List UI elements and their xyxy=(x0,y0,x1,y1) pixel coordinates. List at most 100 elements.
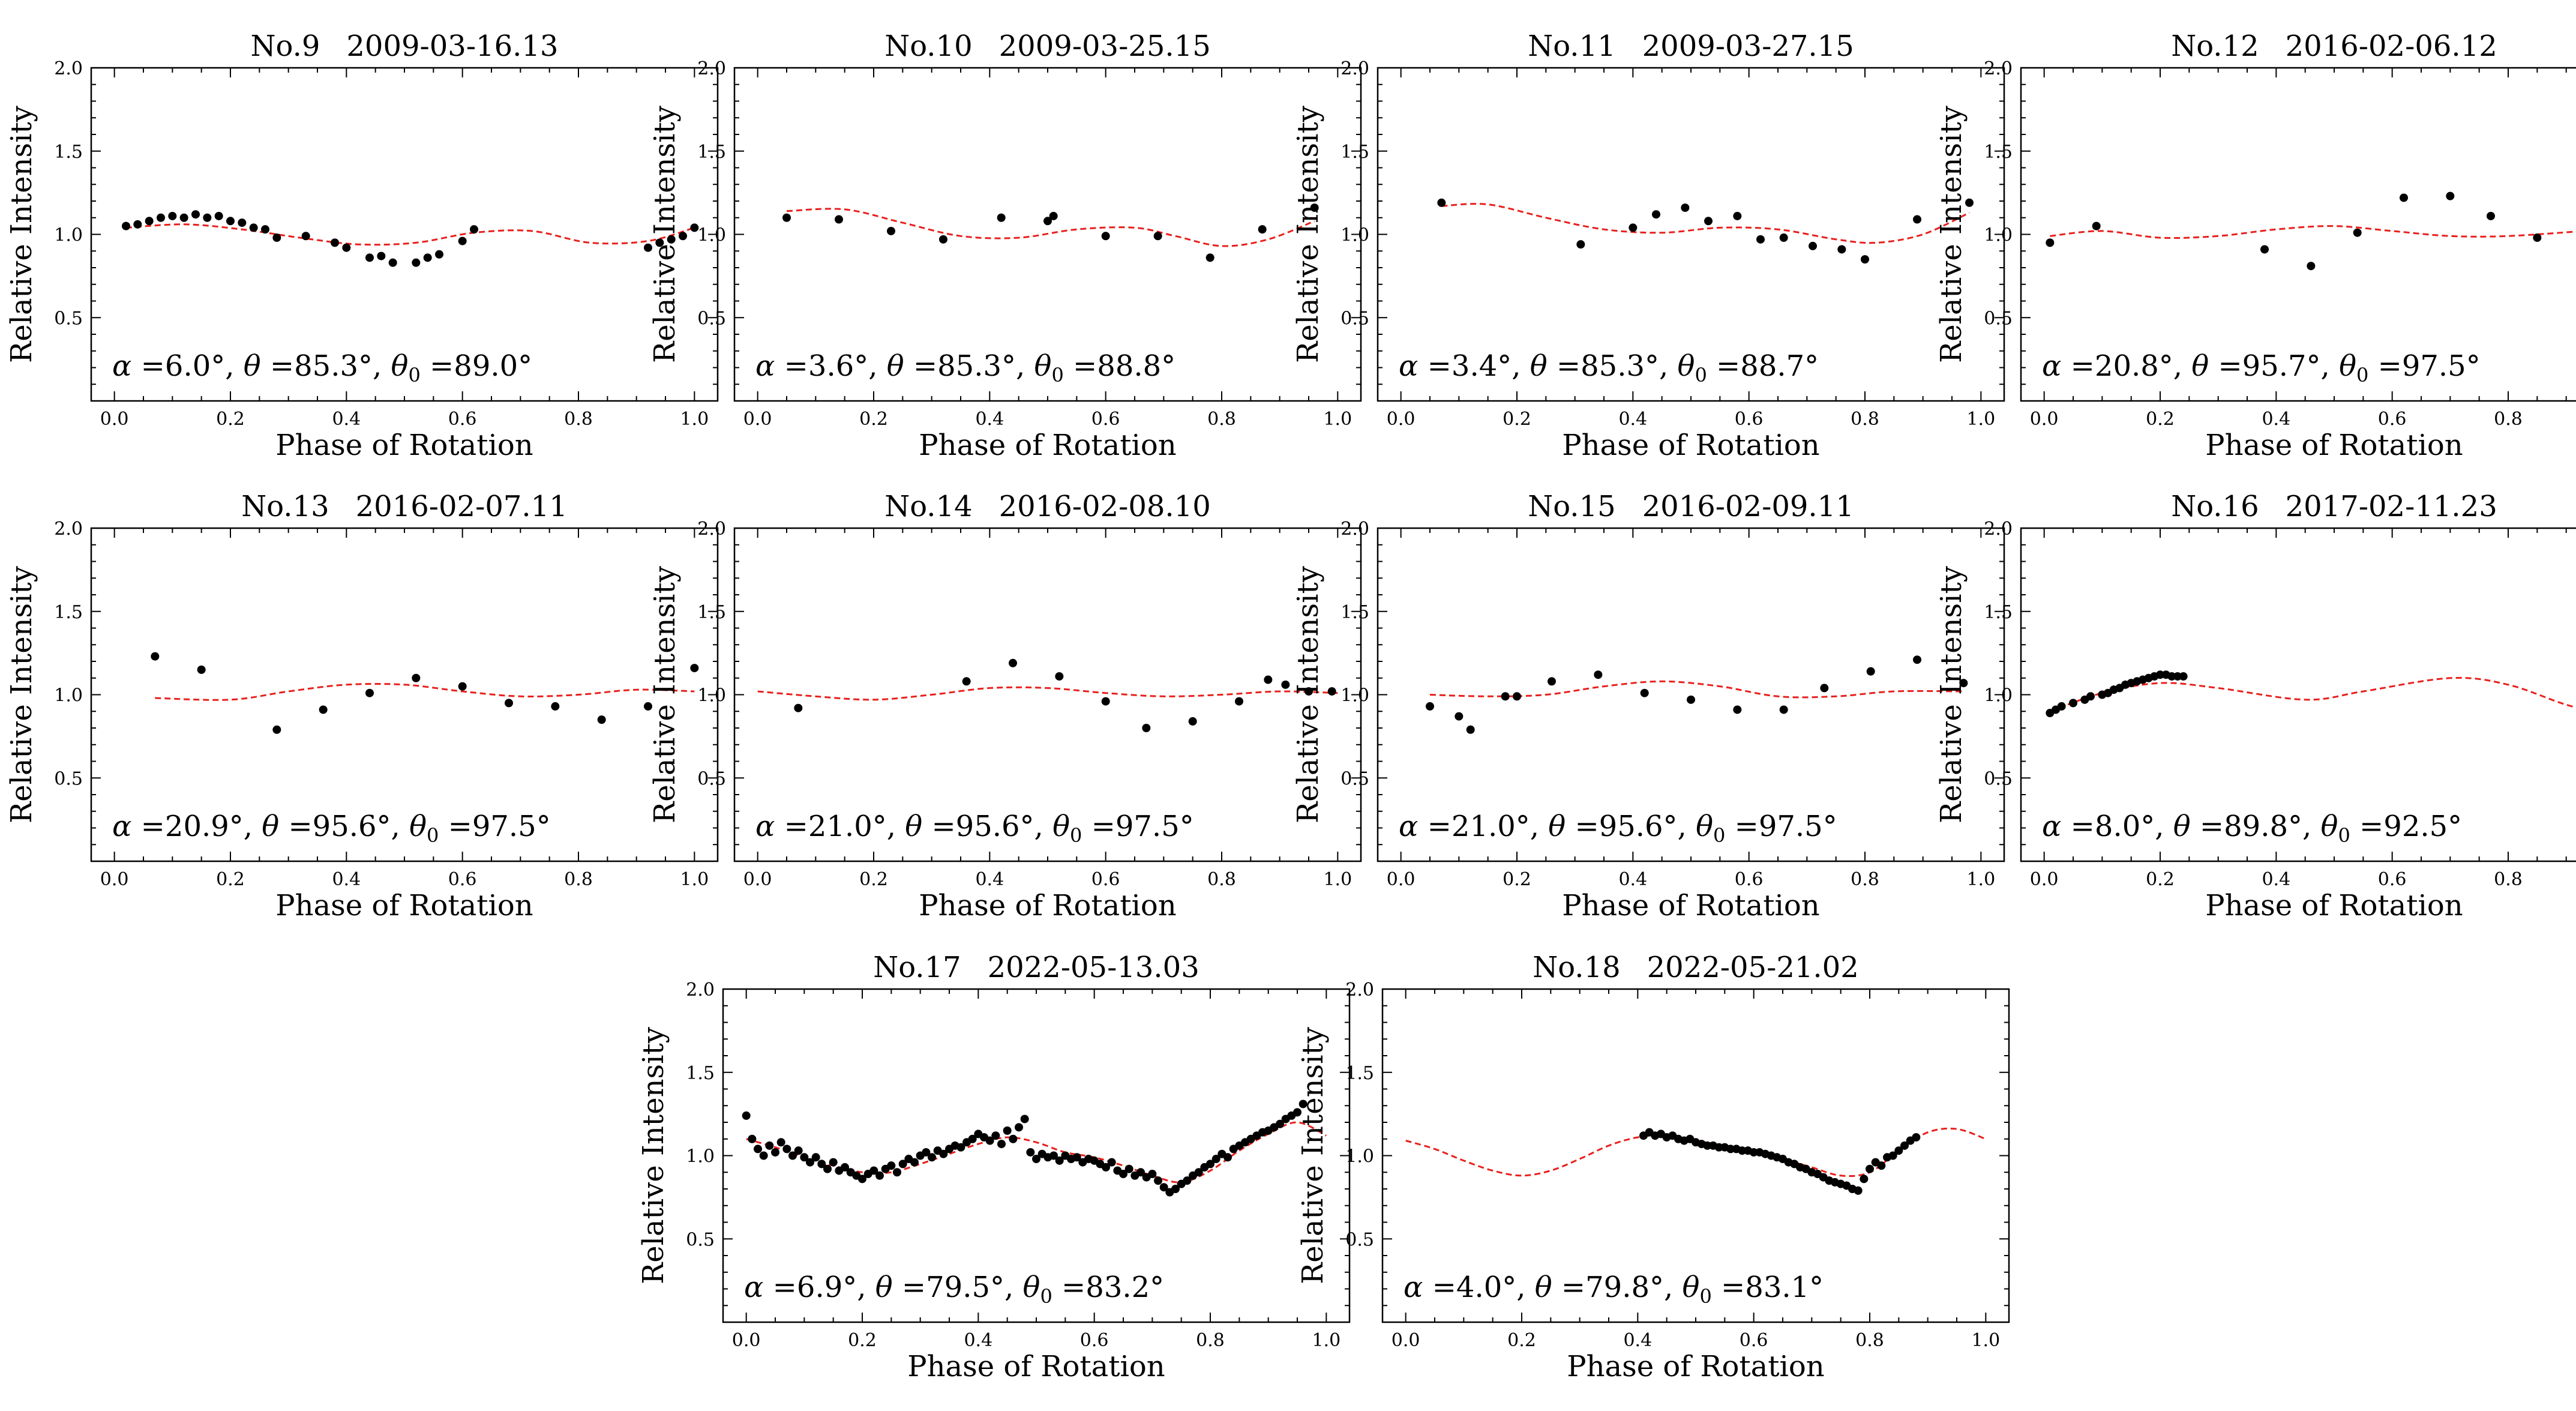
alpha-symbol: α xyxy=(755,810,775,843)
chart-title: No.12 2016-02-06.12 xyxy=(2171,29,2497,63)
data-point xyxy=(1912,1133,1921,1142)
y-tick-label: 1.5 xyxy=(697,602,726,623)
theta-symbol: θ xyxy=(875,1271,893,1304)
data-point xyxy=(2046,238,2055,247)
data-point xyxy=(759,1151,768,1160)
data-point xyxy=(1299,1100,1308,1109)
data-point xyxy=(1426,702,1434,711)
y-tick-label: 1.0 xyxy=(1984,685,2013,706)
chart-title-number: No.13 xyxy=(241,490,329,523)
data-point xyxy=(1235,697,1243,706)
theta0-subscript: 0 xyxy=(2356,364,2368,387)
theta0-symbol: θ xyxy=(1052,810,1070,843)
data-point xyxy=(2173,672,2182,681)
data-point xyxy=(1171,1185,1180,1193)
theta0-subscript: 0 xyxy=(427,824,439,847)
data-point xyxy=(893,1168,901,1177)
theta-value: =95.6°, xyxy=(922,810,1052,843)
data-point xyxy=(922,1148,931,1157)
y-tick-label: 1.0 xyxy=(54,685,83,706)
x-tick-label: 0.2 xyxy=(216,869,245,890)
chart-title-number: No.18 xyxy=(1533,951,1620,984)
chart-title-date: 2022-05-21.02 xyxy=(1647,951,1859,984)
data-point xyxy=(887,226,895,235)
data-point xyxy=(1437,198,1446,207)
data-point xyxy=(388,258,397,267)
chart-title: No.16 2017-02-11.23 xyxy=(2171,490,2497,523)
data-point xyxy=(1009,1134,1018,1143)
data-point xyxy=(771,1148,779,1157)
data-point xyxy=(1183,1176,1192,1185)
x-tick-label: 0.4 xyxy=(964,1330,992,1351)
y-axis-label: Relative Intensity xyxy=(648,566,682,823)
data-point xyxy=(690,664,699,673)
chart-title-number: No.17 xyxy=(873,951,961,984)
y-tick-label: 1.0 xyxy=(697,225,726,246)
chart-title-date: 2016-02-09.11 xyxy=(1642,490,1854,523)
x-tick-label: 0.2 xyxy=(848,1330,877,1351)
data-point xyxy=(2086,692,2095,701)
chart-title: No.11 2009-03-27.15 xyxy=(1528,29,1854,63)
theta-symbol: θ xyxy=(1548,810,1566,843)
data-point xyxy=(1055,672,1064,681)
theta0-value: =83.2° xyxy=(1052,1271,1164,1304)
theta0-symbol: θ xyxy=(2339,349,2356,383)
params-annotation: α =6.0°, θ =85.3°, θ0 =89.0° xyxy=(112,349,532,387)
alpha-symbol: α xyxy=(1399,810,1418,843)
y-tick-label: 1.5 xyxy=(1984,142,2013,163)
alpha-value: =3.6°, xyxy=(775,349,886,383)
data-point xyxy=(794,703,803,712)
chart-title: No.9 2009-03-16.13 xyxy=(251,29,559,63)
data-point xyxy=(470,225,478,234)
y-tick-label: 0.5 xyxy=(697,768,726,789)
alpha-symbol: α xyxy=(1399,349,1418,383)
data-point xyxy=(655,238,664,247)
data-point xyxy=(331,238,339,247)
panel-7: No.15 2016-02-09.11 0.0 0.2 0.4 0.6 0.8 1.0 0.5 1… xyxy=(1291,490,2005,922)
data-point xyxy=(1009,658,1017,667)
x-tick-label: 1.0 xyxy=(1971,1330,2000,1351)
y-tick-label: 2.0 xyxy=(1345,979,1374,1000)
data-point xyxy=(1049,211,1058,220)
params-annotation: α =3.4°, θ =85.3°, θ0 =88.7° xyxy=(1399,349,1819,387)
theta0-value: =89.0° xyxy=(421,349,532,383)
data-point xyxy=(191,210,200,219)
model-curve xyxy=(1429,680,1964,699)
data-point xyxy=(1107,1158,1116,1167)
data-point xyxy=(1305,687,1313,696)
y-tick-label: 2.0 xyxy=(1984,58,2013,79)
panel-8: No.16 2017-02-11.23 0.0 0.2 0.4 0.6 0.8 1.0 0.5 1… xyxy=(1935,490,2576,922)
data-point xyxy=(505,699,513,708)
y-tick-label: 1.5 xyxy=(1984,602,2013,623)
panel-5: No.13 2016-02-07.11 0.0 0.2 0.4 0.6 0.8 1.0 0.5 1… xyxy=(5,490,719,922)
data-point xyxy=(754,1145,762,1154)
chart-title-number: No.10 xyxy=(884,29,972,63)
x-tick-label: 0.4 xyxy=(1623,1330,1652,1351)
data-point xyxy=(1913,215,1921,224)
chart-title-date: 2009-03-27.15 xyxy=(1642,29,1854,63)
data-point xyxy=(1866,1164,1874,1173)
x-axis-label: Phase of Rotation xyxy=(275,889,533,922)
params-annotation: α =6.9°, θ =79.5°, θ0 =83.2° xyxy=(744,1271,1164,1308)
x-tick-label: 0.2 xyxy=(2146,869,2175,890)
model-curve xyxy=(757,686,1338,701)
x-tick-label: 1.0 xyxy=(1966,409,1995,430)
data-point xyxy=(1681,203,1690,212)
data-point xyxy=(997,213,1006,222)
data-point xyxy=(133,220,142,229)
y-tick-label: 1.5 xyxy=(54,602,83,623)
data-point xyxy=(1629,223,1638,232)
theta0-symbol: θ xyxy=(1678,349,1695,383)
data-point xyxy=(423,253,432,262)
x-tick-label: 0.0 xyxy=(2030,409,2059,430)
data-point xyxy=(1327,687,1336,696)
data-point xyxy=(1837,245,1846,254)
data-point xyxy=(249,223,258,232)
params-annotation: α =20.8°, θ =95.7°, θ0 =97.5° xyxy=(2042,349,2481,387)
theta0-subscript: 0 xyxy=(1699,1285,1711,1308)
data-point xyxy=(997,1140,1006,1149)
alpha-value: =6.0°, xyxy=(131,349,243,383)
data-point xyxy=(765,1141,774,1150)
y-tick-label: 0.5 xyxy=(697,308,726,329)
x-tick-label: 0.2 xyxy=(859,869,888,890)
